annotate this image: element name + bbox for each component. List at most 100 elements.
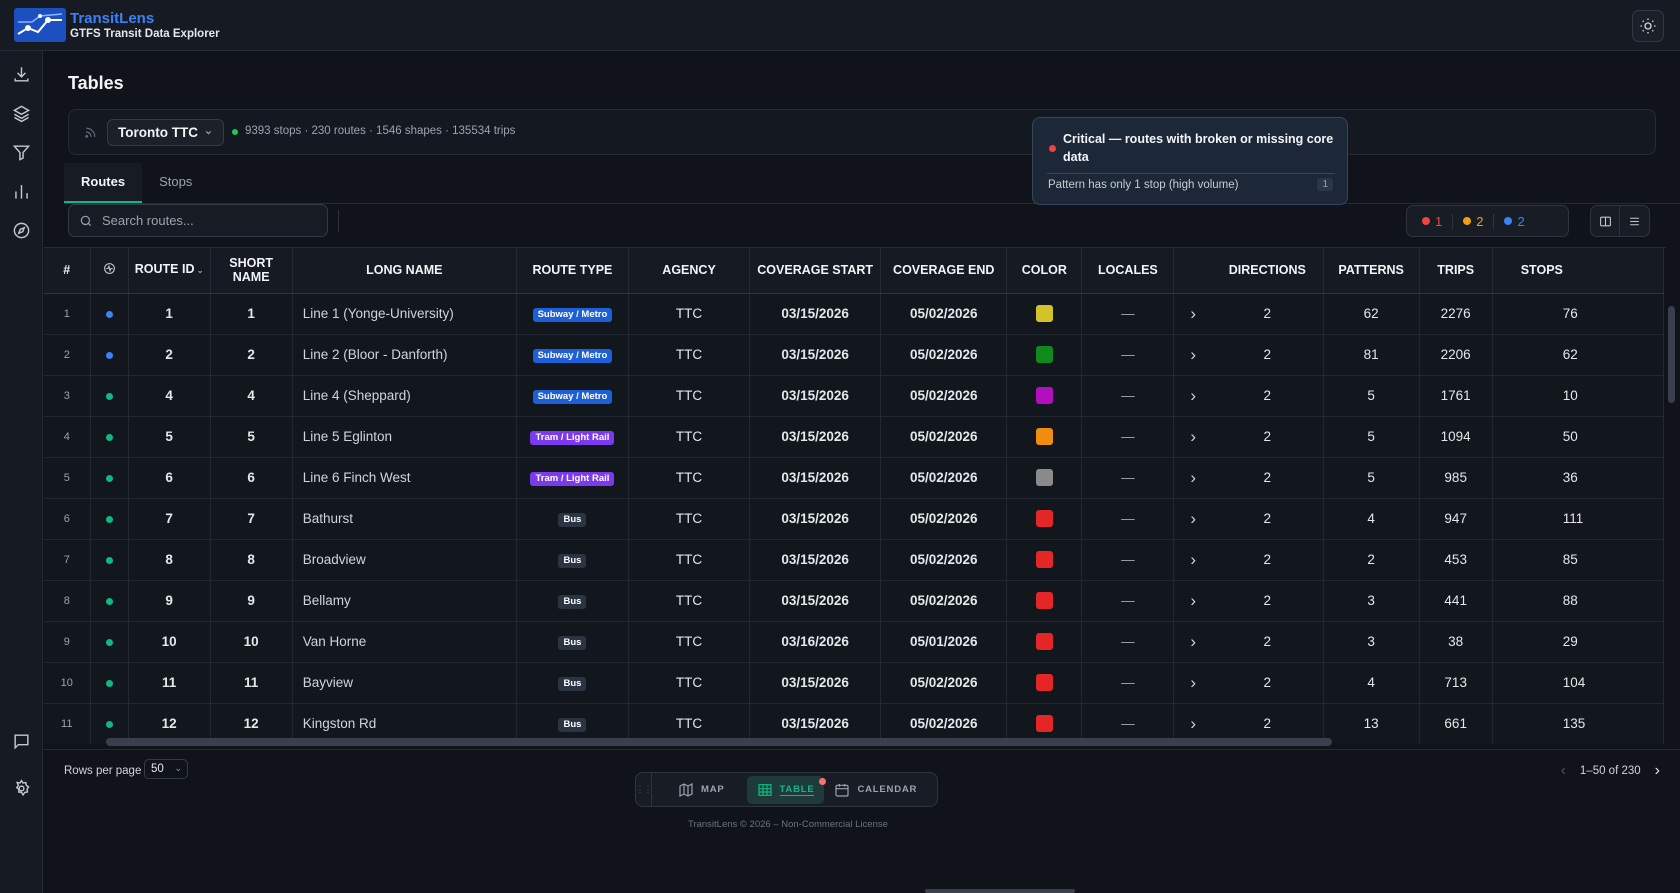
- table-row[interactable]: 5 6 6 Line 6 Finch West Tram / Light Rail TTC…: [44, 457, 1665, 499]
- short-name-cell: 4: [210, 375, 293, 417]
- route-type-cell: Subway / Metro: [516, 375, 629, 417]
- popover-issue-item[interactable]: Pattern has only 1 stop (high volume): [1048, 179, 1239, 191]
- table-row[interactable]: 3 4 4 Line 4 (Sheppard) Subway / Metro TTC 03/…: [44, 375, 1665, 417]
- table-row[interactable]: 4 5 5 Line 5 Eglinton Tram / Light Rail TTC 03…: [44, 416, 1665, 458]
- column-header-coverage-end[interactable]: COVERAGE END: [880, 248, 1008, 294]
- expand-row-button[interactable]: ›: [1173, 703, 1212, 744]
- app-logo[interactable]: [14, 8, 66, 42]
- stops-cell: 85: [1492, 539, 1665, 581]
- row-index: 4: [44, 416, 91, 458]
- settings-gear-icon[interactable]: [10, 777, 32, 799]
- table-row[interactable]: 8 9 9 Bellamy Bus TTC 03/15/2026 05/02/2026— › 2 3…: [44, 580, 1665, 622]
- coverage-start-cell: 03/15/2026: [749, 457, 882, 499]
- column-header-route-id[interactable]: ROUTE ID ⌄: [128, 248, 211, 294]
- table-row[interactable]: 1 1 1 Line 1 (Yonge-University) Subway / Met…: [44, 293, 1665, 335]
- expand-row-button[interactable]: ›: [1173, 621, 1212, 663]
- drag-handle-icon[interactable]: ⋮⋮: [636, 773, 653, 806]
- nav-table-label: TABLE: [779, 783, 815, 796]
- row-status: [90, 498, 129, 540]
- column-header-long-name[interactable]: LONG NAME: [292, 248, 517, 294]
- column-header-patterns[interactable]: PATTERNS: [1323, 248, 1420, 294]
- status-dot: [105, 393, 113, 400]
- nav-map[interactable]: MAP: [668, 776, 735, 804]
- rows-per-page-select[interactable]: 50 ⌄: [144, 759, 188, 779]
- column-header-trips[interactable]: TRIPS: [1419, 248, 1493, 294]
- coverage-end-cell: 05/02/2026: [880, 580, 1008, 622]
- directions-cell: 2: [1211, 334, 1324, 376]
- trips-cell: 713: [1419, 662, 1493, 704]
- expand-row-button[interactable]: ›: [1173, 662, 1212, 704]
- agency-cell: TTC: [628, 416, 751, 458]
- expand-row-button[interactable]: ›: [1173, 498, 1212, 540]
- row-index: 8: [44, 580, 91, 622]
- table-row[interactable]: 7 8 8 Broadview Bus TTC 03/15/2026 05/02/2026— ›…: [44, 539, 1665, 581]
- table-row[interactable]: 11 12 12 Kingston Rd Bus TTC 03/15/2026 05/02/2…: [44, 703, 1665, 744]
- next-page-button[interactable]: ›: [1654, 762, 1660, 779]
- bottom-scroll-indicator: [925, 889, 1075, 893]
- list-view-button[interactable]: [1620, 206, 1649, 236]
- critical-issues-button[interactable]: 1: [1422, 213, 1454, 229]
- columns-view-button[interactable]: [1591, 206, 1621, 236]
- expand-row-button[interactable]: ›: [1173, 293, 1212, 335]
- column-header-stops[interactable]: STOPS: [1492, 248, 1665, 294]
- table-header-row: # ROUTE ID ⌄ SHORT NAME LONG NAME ROUTE …: [44, 248, 1665, 294]
- patterns-cell: 81: [1323, 334, 1420, 376]
- issue-summary[interactable]: 1 2 2: [1406, 205, 1569, 237]
- column-header-directions[interactable]: DIRECTIONS: [1211, 248, 1324, 294]
- download-icon[interactable]: [10, 63, 32, 85]
- tab-stops[interactable]: Stops: [159, 174, 193, 189]
- expand-row-button[interactable]: ›: [1173, 580, 1212, 622]
- column-header-agency[interactable]: AGENCY: [628, 248, 751, 294]
- tab-routes[interactable]: Routes: [64, 163, 143, 203]
- horizontal-scrollbar[interactable]: [106, 738, 1332, 746]
- status-dot: [105, 721, 113, 728]
- directions-cell: 2: [1211, 416, 1324, 458]
- long-name-cell: Line 4 (Sheppard): [292, 375, 517, 417]
- expand-row-button[interactable]: ›: [1173, 334, 1212, 376]
- nav-table[interactable]: TABLE: [746, 775, 827, 804]
- column-header-route-type[interactable]: ROUTE TYPE: [516, 248, 629, 294]
- table-body: 1 1 1 Line 1 (Yonge-University) Subway / Met…: [44, 293, 1665, 744]
- info-issues-button[interactable]: 2: [1504, 214, 1534, 229]
- column-header-index[interactable]: #: [44, 248, 91, 294]
- bar-chart-icon[interactable]: [10, 180, 32, 202]
- short-name-cell: 8: [210, 539, 293, 581]
- coverage-start-cell: 03/15/2026: [749, 498, 882, 540]
- compass-icon[interactable]: [10, 219, 32, 241]
- column-header-color[interactable]: COLOR: [1006, 248, 1083, 294]
- table-row[interactable]: 2 2 2 Line 2 (Bloor - Danforth) Subway / Met…: [44, 334, 1665, 376]
- page-title: Tables: [68, 73, 124, 93]
- expand-row-button[interactable]: ›: [1173, 375, 1212, 417]
- search-input[interactable]: [102, 213, 312, 228]
- table-row[interactable]: 10 11 11 Bayview Bus TTC 03/15/2026 05/02/2026—…: [44, 662, 1665, 704]
- stops-cell: 36: [1492, 457, 1665, 499]
- patterns-cell: 5: [1323, 457, 1420, 499]
- row-index: 1: [44, 293, 91, 335]
- layers-icon[interactable]: [10, 102, 32, 124]
- route-type-cell: Bus: [516, 580, 629, 622]
- vertical-scrollbar[interactable]: [1668, 306, 1675, 403]
- column-header-coverage-start[interactable]: COVERAGE START: [749, 248, 882, 294]
- row-status: [90, 293, 129, 335]
- feed-select[interactable]: Toronto TTC: [107, 119, 224, 146]
- nav-calendar[interactable]: CALENDAR: [824, 776, 927, 804]
- expand-row-button[interactable]: ›: [1173, 457, 1212, 499]
- expand-row-button[interactable]: ›: [1173, 539, 1212, 581]
- expand-row-button[interactable]: ›: [1173, 416, 1212, 458]
- short-name-cell: 11: [210, 662, 293, 704]
- theme-toggle-button[interactable]: [1632, 10, 1664, 42]
- filter-icon[interactable]: [10, 141, 32, 163]
- column-header-short-name[interactable]: SHORT NAME: [210, 248, 293, 294]
- row-index: 2: [44, 334, 91, 376]
- directions-cell: 2: [1211, 580, 1324, 622]
- table-row[interactable]: 6 7 7 Bathurst Bus TTC 03/15/2026 05/02/2026— › 2…: [44, 498, 1665, 540]
- table-row[interactable]: 9 10 10 Van Horne Bus TTC 03/16/2026 05/01/2026…: [44, 621, 1665, 663]
- route-id-cell: 12: [128, 703, 211, 744]
- chat-icon[interactable]: [10, 730, 32, 752]
- column-header-locales[interactable]: LOCALES: [1081, 248, 1175, 294]
- rss-feed-icon: [85, 127, 96, 138]
- prev-page-button[interactable]: ‹: [1560, 762, 1566, 779]
- warning-issues-button[interactable]: 2: [1463, 213, 1495, 229]
- agency-cell: TTC: [628, 662, 751, 704]
- column-header-status[interactable]: [90, 248, 129, 294]
